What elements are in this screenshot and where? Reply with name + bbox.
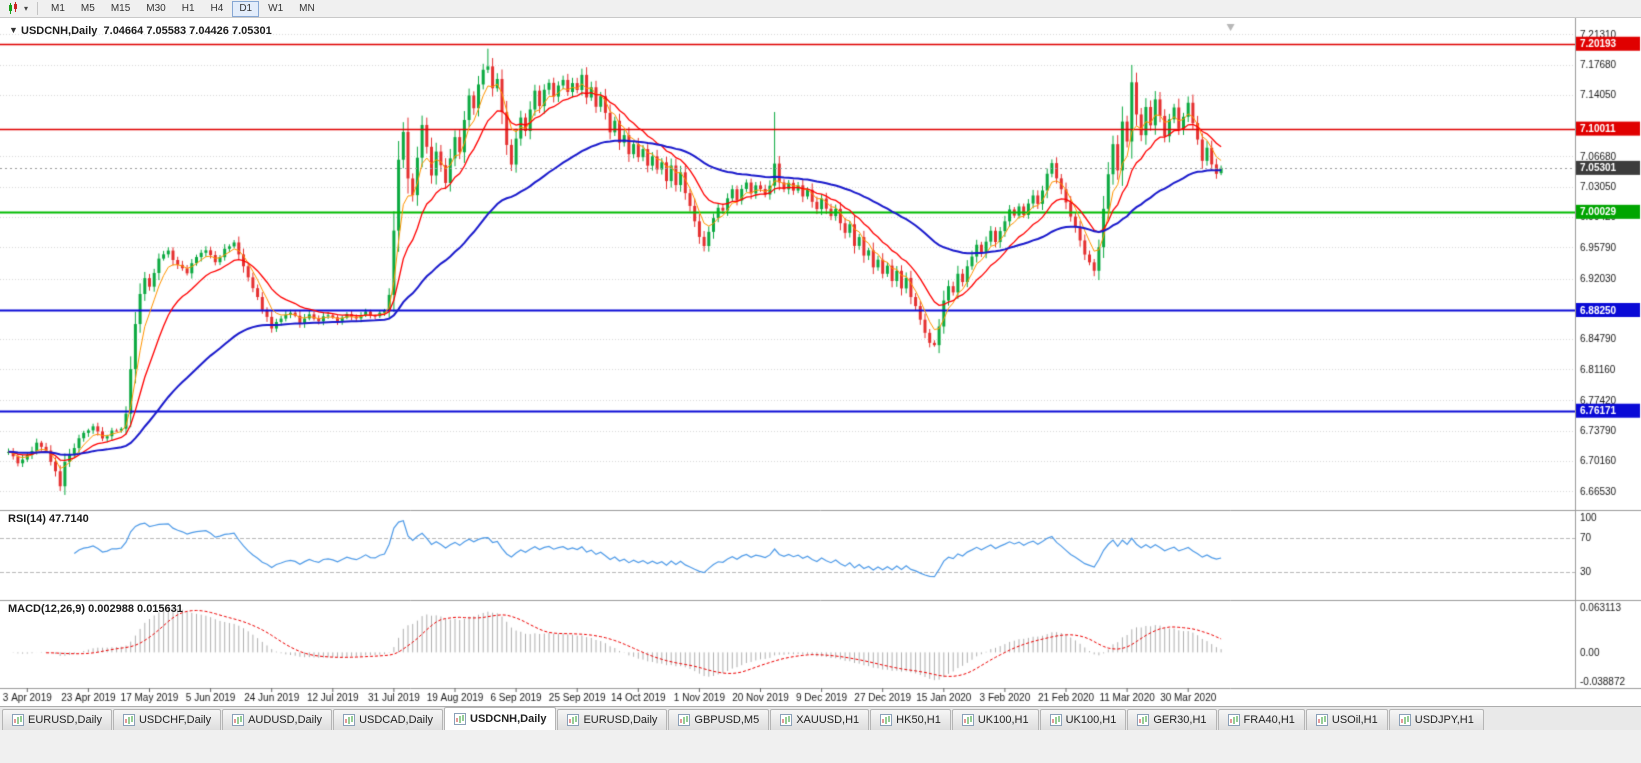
toolbar-separator [37,2,39,15]
tab-label: EURUSD,Daily [583,714,658,726]
candlestick-icon [9,2,17,14]
timeframe-button-m1[interactable]: M1 [44,1,72,17]
chart-icon [12,714,24,726]
timeframe-button-h4[interactable]: H4 [204,1,231,17]
tab-label: USDJPY,H1 [1414,714,1474,726]
chart-icon [780,714,793,726]
timeframe-button-h1[interactable]: H1 [175,1,202,17]
tab-label: HK50,H1 [896,714,941,726]
tab-label: UK100,H1 [1065,714,1117,726]
chart-icon [1315,714,1328,726]
chart-tab-fra40-h1[interactable]: FRA40,H1 [1217,709,1305,730]
chart-tab-eurusd-daily[interactable]: EURUSD,Daily [557,709,668,730]
chart-icon [343,714,356,726]
collapse-arrow-icon[interactable]: ▼ [9,25,18,35]
timeframe-button-m15[interactable]: M15 [104,1,137,17]
tab-label: USOil,H1 [1331,714,1378,726]
chart-tab-eurusd-daily[interactable]: EURUSD,Daily [2,709,112,730]
chart-icon [122,714,135,726]
chart-icon [880,714,893,726]
status-strip [0,730,1641,763]
chart-tab-gbpusd-m5[interactable]: GBPUSD,M5 [668,709,770,730]
chart-periods-icon[interactable]: ▾ [4,1,32,17]
price-chart-canvas[interactable] [0,18,1641,706]
chart-tab-bar: EURUSD,Daily USDCHF,Daily AUDUSD,Daily USDC… [0,706,1641,730]
chart-tab-uk100-h1[interactable]: UK100,H1 [951,709,1039,730]
chart-tab-audusd-daily[interactable]: AUDUSD,Daily [222,709,333,730]
chart-icon [961,714,974,726]
chart-title: USDCNH,Daily 7.04664 7.05583 7.04426 7.0… [21,25,272,37]
timeframe-button-mn[interactable]: MN [292,1,322,17]
chart-tab-ger30-h1[interactable]: GER30,H1 [1127,709,1217,730]
timeframe-button-w1[interactable]: W1 [261,1,290,17]
tab-label: EURUSD,Daily [28,714,102,726]
chart-tab-usdcnh-daily[interactable]: USDCNH,Daily [444,707,557,730]
chart-icon [1227,714,1240,726]
chart-icon [454,713,467,725]
chart-tab-usdchf-daily[interactable]: USDCHF,Daily [112,709,222,730]
chart-icon [1137,714,1150,726]
chart-icon [567,714,580,726]
chart-tab-usdjpy-h1[interactable]: USDJPY,H1 [1388,709,1484,730]
macd-indicator-label: MACD(12,26,9) 0.002988 0.015631 [8,603,183,615]
tab-label: USDCAD,Daily [359,714,434,726]
chart-icon [1398,714,1411,726]
chart-icon [678,714,691,726]
tab-label: GBPUSD,M5 [694,714,760,726]
timeframe-button-d1[interactable]: D1 [232,0,260,17]
rsi-indicator-label: RSI(14) 47.7140 [8,513,89,525]
chart-icon [232,714,245,726]
tab-label: AUDUSD,Daily [248,714,323,726]
chart-area [0,18,1641,706]
tab-label: USDCNH,Daily [470,713,547,725]
chart-tab-xauusd-h1[interactable]: XAUUSD,H1 [770,709,870,730]
chart-icon [1049,714,1062,726]
timeframe-button-m5[interactable]: M5 [74,1,102,17]
chart-tab-usdcad-daily[interactable]: USDCAD,Daily [333,709,444,730]
tab-label: XAUUSD,H1 [796,714,860,726]
timeframe-toolbar: ▾ M1 M5 M15 M30 H1 H4 D1 W1 MN [0,0,1641,18]
tab-label: USDCHF,Daily [138,714,212,726]
tab-label: GER30,H1 [1153,714,1207,726]
tab-label: UK100,H1 [977,714,1029,726]
chart-tab-uk100-h1[interactable]: UK100,H1 [1039,709,1127,730]
chevron-down-icon: ▾ [24,3,29,13]
timeframe-button-m30[interactable]: M30 [139,1,172,17]
chart-tab-usoil-h1[interactable]: USOil,H1 [1305,709,1388,730]
chart-tab-hk50-h1[interactable]: HK50,H1 [870,709,951,730]
tab-label: FRA40,H1 [1243,714,1295,726]
